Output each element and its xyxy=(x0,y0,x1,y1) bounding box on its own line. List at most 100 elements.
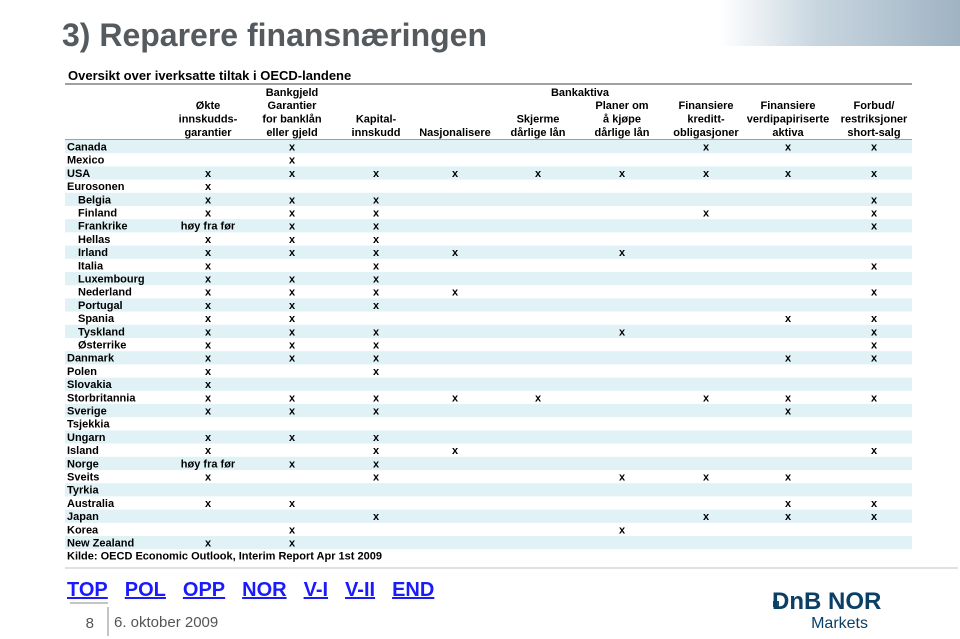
cell: x xyxy=(373,472,380,484)
logo-sub: Markets xyxy=(811,615,868,632)
country: Eurosonen xyxy=(67,181,125,193)
nav-link[interactable]: POL xyxy=(125,579,166,601)
cell: x xyxy=(373,247,380,259)
cell: x xyxy=(289,538,296,550)
cell: x xyxy=(785,353,792,365)
cell: x xyxy=(205,208,212,220)
cell: x xyxy=(373,234,380,246)
column-header: dårlige lån xyxy=(594,127,649,139)
country: Frankrike xyxy=(78,221,128,233)
cell: x xyxy=(205,432,212,444)
cell: x xyxy=(205,379,212,391)
cell: x xyxy=(289,498,296,510)
country: Nederland xyxy=(78,287,132,299)
column-header: innskudds- xyxy=(179,114,238,126)
cell: x xyxy=(205,498,212,510)
country: Spania xyxy=(78,313,115,325)
nav-link[interactable]: V-I xyxy=(304,579,328,601)
row-band xyxy=(65,404,912,418)
nav-link[interactable]: OPP xyxy=(183,579,225,601)
nav-link[interactable]: NOR xyxy=(242,579,287,601)
cell: x xyxy=(871,142,878,154)
country: Sveits xyxy=(67,472,99,484)
cell: x xyxy=(373,445,380,457)
country: Tyskland xyxy=(78,326,125,338)
logo: DnB NOR xyxy=(772,588,881,615)
country: Mexico xyxy=(67,155,105,167)
column-header: å kjøpe xyxy=(603,114,641,126)
nav-link[interactable]: END xyxy=(392,579,434,601)
row-band xyxy=(65,324,912,338)
cell: x xyxy=(205,326,212,338)
cell: x xyxy=(703,208,710,220)
cell: x xyxy=(871,287,878,299)
cell: x xyxy=(289,194,296,206)
country: Japan xyxy=(67,511,99,523)
cell: x xyxy=(619,326,626,338)
cell: x xyxy=(205,406,212,418)
cell: x xyxy=(205,340,212,352)
cell: x xyxy=(205,168,212,180)
row-band xyxy=(65,377,912,391)
row-band xyxy=(65,298,912,312)
cell: x xyxy=(619,168,626,180)
cell: x xyxy=(289,221,296,233)
nav-link[interactable]: TOP xyxy=(67,579,108,601)
cell: x xyxy=(289,274,296,286)
cell: x xyxy=(289,340,296,352)
cell: x xyxy=(619,524,626,536)
cell: x xyxy=(289,313,296,325)
country: Finland xyxy=(78,208,117,220)
table: Bankgjeld Bankaktiva Økte innskudds-garanti… xyxy=(65,87,912,563)
column-header: Kapital- xyxy=(356,114,397,126)
cell: x xyxy=(785,168,792,180)
country: Storbritannia xyxy=(67,392,136,404)
row-band xyxy=(65,245,912,259)
cell: x xyxy=(205,353,212,365)
cell: x xyxy=(703,392,710,404)
column-header: kreditt- xyxy=(687,114,725,126)
nav-bar: TOP POL OPP NOR V-I V-II END xyxy=(67,579,434,601)
country: Østerrike xyxy=(78,340,126,352)
cell: x xyxy=(373,392,380,404)
country: Italia xyxy=(78,260,104,272)
cell: x xyxy=(205,234,212,246)
cell: x xyxy=(535,392,542,404)
cell: x xyxy=(205,287,212,299)
row-band xyxy=(65,140,912,154)
country: Irland xyxy=(78,247,108,259)
column-header: innskudd xyxy=(352,127,401,139)
cell: x xyxy=(373,366,380,378)
nav-link[interactable]: V-II xyxy=(345,579,375,601)
row-band xyxy=(65,272,912,286)
cell: x xyxy=(289,208,296,220)
cell: x xyxy=(452,168,459,180)
cell: x xyxy=(871,326,878,338)
cell: x xyxy=(205,366,212,378)
cell: x xyxy=(373,511,380,523)
country: Polen xyxy=(67,366,97,378)
country: Danmark xyxy=(67,353,115,365)
cell: x xyxy=(871,392,878,404)
cell: x xyxy=(871,353,878,365)
cell: x xyxy=(289,353,296,365)
column-header: Nasjonalisere xyxy=(419,127,491,139)
group-header: Bankaktiva xyxy=(551,87,610,99)
cell: x xyxy=(373,274,380,286)
cell: x xyxy=(289,247,296,259)
cell: x xyxy=(289,287,296,299)
cell: x xyxy=(619,472,626,484)
country: Korea xyxy=(67,524,99,536)
header-decoration xyxy=(720,0,960,46)
cell: x xyxy=(535,168,542,180)
column-header: verdipapiriserte xyxy=(747,114,830,126)
cell: x xyxy=(373,300,380,312)
column-header: Finansiere xyxy=(760,100,815,112)
cell: x xyxy=(205,313,212,325)
cell: x xyxy=(205,300,212,312)
cell: x xyxy=(871,168,878,180)
cell: x xyxy=(289,234,296,246)
column-header: Forbud/ xyxy=(854,100,895,112)
column-header: eller gjeld xyxy=(266,127,317,139)
cell: x xyxy=(205,538,212,550)
